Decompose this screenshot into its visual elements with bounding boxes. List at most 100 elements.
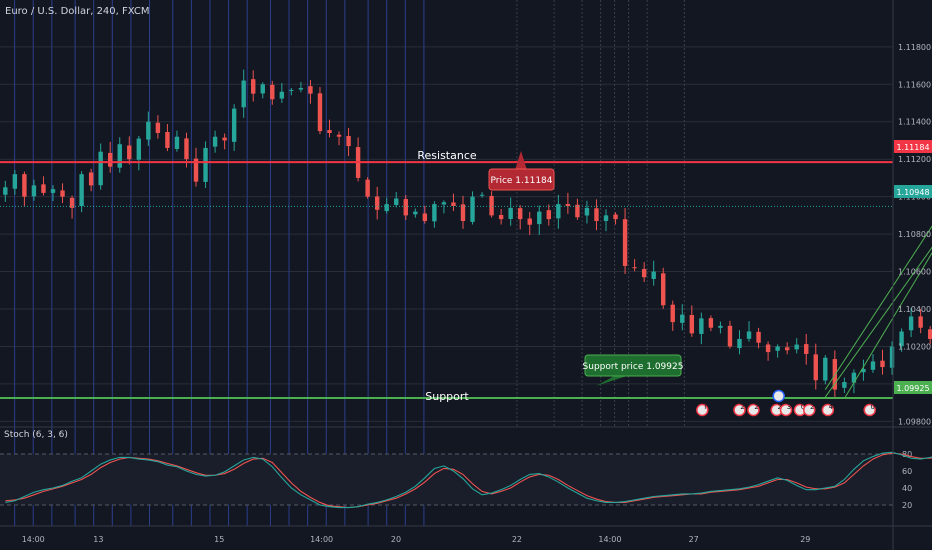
candle-body	[298, 88, 304, 90]
candle-body	[117, 144, 122, 168]
candle	[880, 349, 885, 375]
candle	[241, 69, 246, 118]
symbol-title[interactable]: Euro / U.S. Dollar, 240, FXCM	[5, 6, 150, 17]
event-marker-5: 0	[793, 403, 807, 417]
candle-body	[775, 346, 780, 351]
time-tick-4: 20	[391, 535, 401, 544]
candle-body	[289, 89, 294, 91]
candle-body	[889, 346, 895, 368]
candle-body	[212, 136, 218, 147]
candle-body	[365, 179, 370, 197]
resistance-callout[interactable]: Price 1.11184	[488, 151, 555, 191]
candle	[22, 171, 27, 207]
candle-body	[794, 344, 799, 350]
candle	[270, 80, 275, 105]
time-tick-5: 22	[512, 535, 522, 544]
current-price-badge: 1.10948	[894, 185, 932, 198]
candle	[298, 82, 304, 93]
candle-body	[470, 196, 475, 222]
price-tick-0: 1.11800	[898, 43, 931, 52]
channel-lower	[824, 246, 932, 398]
candle-body	[746, 331, 752, 339]
price-tick-10: 1.09800	[898, 417, 931, 426]
candle	[927, 326, 932, 345]
candle-body	[718, 325, 723, 328]
candle	[708, 315, 714, 332]
stoch-tick-2: 40	[902, 484, 912, 493]
candle-body	[12, 174, 18, 189]
candle	[918, 308, 923, 334]
candle	[565, 192, 571, 214]
event-marker-4: 3	[779, 403, 793, 417]
candle-body	[451, 202, 456, 207]
stoch-k-line	[5, 451, 932, 509]
candle-body	[594, 208, 599, 221]
candle	[384, 197, 389, 214]
candle	[50, 185, 56, 202]
candle	[756, 327, 761, 349]
candle	[794, 338, 799, 354]
resistance-price-badge: 1.11184	[894, 140, 932, 153]
candle-body	[575, 204, 580, 218]
candle-body	[527, 218, 532, 225]
candle	[899, 328, 904, 352]
candle	[632, 259, 637, 272]
candle-body	[489, 195, 494, 216]
session-lines	[14, 0, 685, 526]
candle-body	[727, 325, 733, 347]
candle-body	[3, 187, 8, 195]
event-count: 0	[870, 403, 874, 411]
candle	[784, 342, 790, 355]
candle-body	[537, 211, 542, 225]
candle	[861, 359, 866, 381]
candles	[3, 69, 932, 397]
candle	[470, 191, 475, 225]
time-tick-3: 14:00	[310, 535, 333, 544]
candle	[584, 200, 590, 224]
stoch-label[interactable]: Stoch (6, 3, 6)	[4, 430, 68, 440]
candle-body	[641, 268, 647, 278]
candle	[546, 204, 551, 226]
candle-body	[79, 174, 84, 207]
candle	[517, 205, 523, 230]
candle	[88, 168, 94, 192]
candle-body	[508, 207, 513, 219]
candle-body	[842, 382, 847, 388]
candle-body	[851, 372, 857, 383]
candle	[508, 197, 513, 226]
candle	[3, 180, 8, 202]
candle	[212, 130, 218, 153]
candle	[527, 211, 532, 236]
candle	[432, 201, 437, 228]
candle	[41, 176, 46, 196]
candle-body	[279, 91, 285, 99]
event-count: i	[704, 403, 706, 411]
candle-body	[422, 213, 428, 221]
support-callout[interactable]: Support price 1.09925	[583, 354, 684, 386]
candle-body	[460, 204, 466, 221]
svg-text:1.09925: 1.09925	[896, 384, 929, 393]
event-count: 3	[787, 403, 791, 411]
candle	[117, 137, 122, 173]
event-marker-1: 2	[733, 403, 746, 417]
candle	[146, 111, 151, 146]
candle	[155, 115, 161, 139]
candle-body	[737, 338, 742, 349]
candle-body	[308, 86, 313, 94]
channel-upper	[824, 225, 932, 390]
candle	[403, 195, 408, 221]
candle	[670, 300, 675, 331]
candle-body	[784, 347, 790, 351]
candle-body	[69, 197, 75, 208]
candle-body	[479, 194, 485, 196]
candle	[346, 127, 351, 157]
time-tick-6: 14:00	[598, 535, 621, 544]
event-icon	[733, 403, 746, 417]
candle-body	[174, 136, 180, 149]
candle	[737, 330, 742, 355]
candle	[556, 194, 561, 229]
candle-body	[661, 273, 666, 306]
